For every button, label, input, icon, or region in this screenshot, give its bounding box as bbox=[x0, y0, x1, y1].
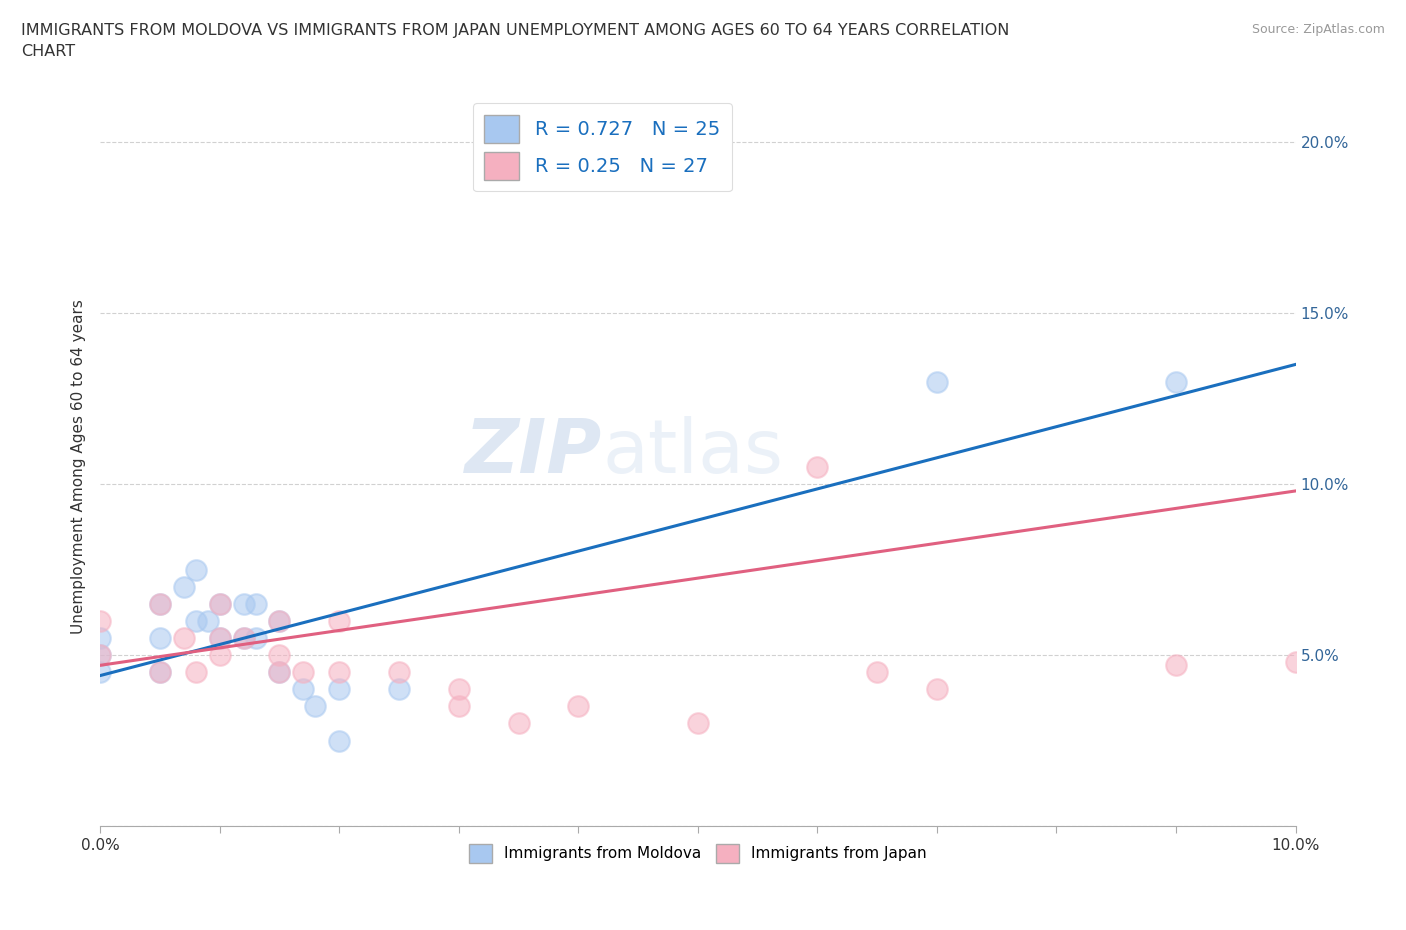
Text: ZIP: ZIP bbox=[465, 416, 602, 489]
Point bbox=[269, 647, 291, 662]
Point bbox=[149, 596, 172, 611]
Point bbox=[269, 614, 291, 629]
Point bbox=[328, 682, 350, 697]
Point bbox=[292, 682, 315, 697]
Point bbox=[149, 665, 172, 680]
Point bbox=[269, 665, 291, 680]
Point bbox=[388, 665, 411, 680]
Point bbox=[1164, 374, 1187, 389]
Point bbox=[184, 562, 207, 577]
Y-axis label: Unemployment Among Ages 60 to 64 years: Unemployment Among Ages 60 to 64 years bbox=[72, 299, 86, 634]
Point bbox=[232, 631, 254, 645]
Point bbox=[197, 614, 219, 629]
Point bbox=[866, 665, 889, 680]
Point bbox=[89, 631, 111, 645]
Point bbox=[447, 699, 470, 714]
Point bbox=[806, 459, 828, 474]
Point bbox=[232, 631, 254, 645]
Point bbox=[292, 665, 315, 680]
Point bbox=[328, 665, 350, 680]
Point bbox=[149, 596, 172, 611]
Point bbox=[208, 647, 231, 662]
Point bbox=[925, 682, 948, 697]
Point bbox=[184, 665, 207, 680]
Point bbox=[89, 614, 111, 629]
Point bbox=[208, 631, 231, 645]
Text: IMMIGRANTS FROM MOLDOVA VS IMMIGRANTS FROM JAPAN UNEMPLOYMENT AMONG AGES 60 TO 6: IMMIGRANTS FROM MOLDOVA VS IMMIGRANTS FR… bbox=[21, 23, 1010, 60]
Point bbox=[89, 647, 111, 662]
Point bbox=[269, 665, 291, 680]
Point bbox=[208, 596, 231, 611]
Point bbox=[388, 682, 411, 697]
Point bbox=[245, 596, 267, 611]
Point bbox=[1284, 655, 1306, 670]
Point bbox=[328, 733, 350, 748]
Point bbox=[1164, 658, 1187, 672]
Point bbox=[184, 614, 207, 629]
Legend: Immigrants from Moldova, Immigrants from Japan: Immigrants from Moldova, Immigrants from… bbox=[463, 838, 934, 869]
Point bbox=[149, 665, 172, 680]
Point bbox=[925, 374, 948, 389]
Text: Source: ZipAtlas.com: Source: ZipAtlas.com bbox=[1251, 23, 1385, 36]
Point bbox=[508, 716, 530, 731]
Point bbox=[208, 596, 231, 611]
Point bbox=[567, 699, 589, 714]
Point bbox=[447, 682, 470, 697]
Point bbox=[149, 631, 172, 645]
Point bbox=[328, 614, 350, 629]
Point bbox=[89, 647, 111, 662]
Point bbox=[686, 716, 709, 731]
Point bbox=[173, 631, 195, 645]
Text: atlas: atlas bbox=[602, 416, 783, 489]
Point bbox=[89, 665, 111, 680]
Point bbox=[173, 579, 195, 594]
Point bbox=[208, 631, 231, 645]
Point bbox=[245, 631, 267, 645]
Point bbox=[304, 699, 326, 714]
Point bbox=[232, 596, 254, 611]
Point bbox=[269, 614, 291, 629]
